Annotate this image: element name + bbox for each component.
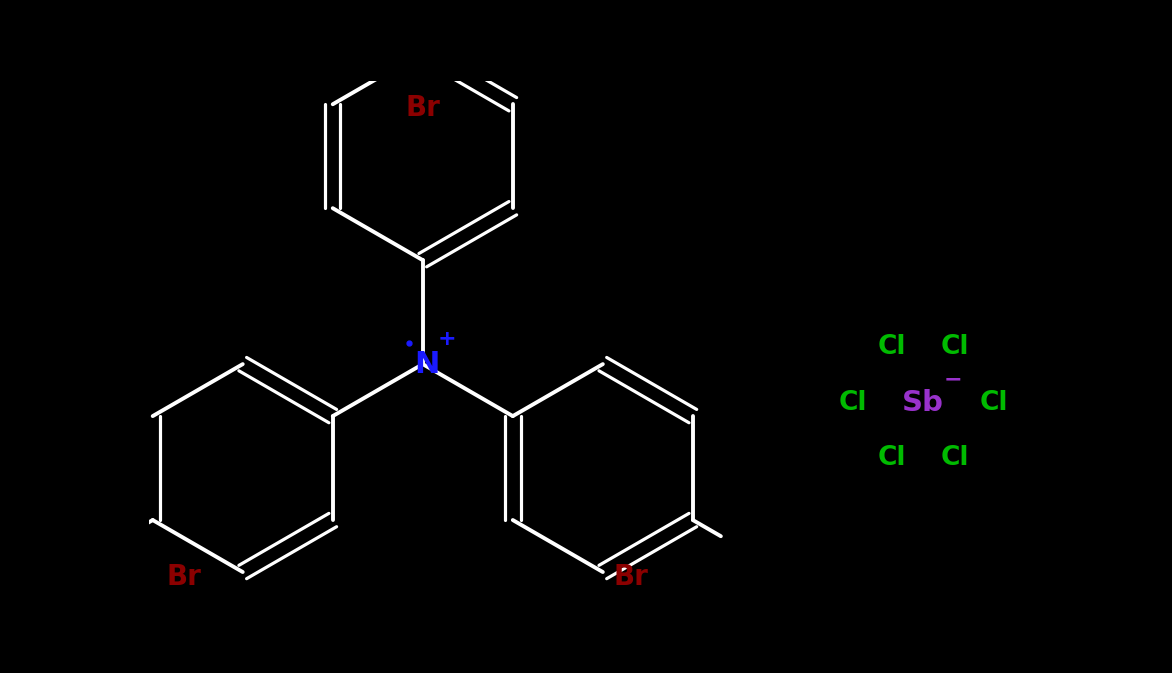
Text: Cl: Cl	[878, 445, 906, 471]
Text: Br: Br	[613, 563, 648, 592]
Text: Cl: Cl	[838, 390, 867, 416]
Text: −: −	[943, 369, 962, 390]
Text: Cl: Cl	[878, 334, 906, 360]
Text: Cl: Cl	[940, 445, 969, 471]
Text: Br: Br	[166, 563, 202, 592]
Text: +: +	[438, 330, 457, 349]
Text: N: N	[414, 349, 440, 379]
Text: Br: Br	[406, 94, 441, 122]
Text: Cl: Cl	[940, 334, 969, 360]
Text: Sb: Sb	[902, 388, 945, 417]
Text: Cl: Cl	[980, 390, 1008, 416]
